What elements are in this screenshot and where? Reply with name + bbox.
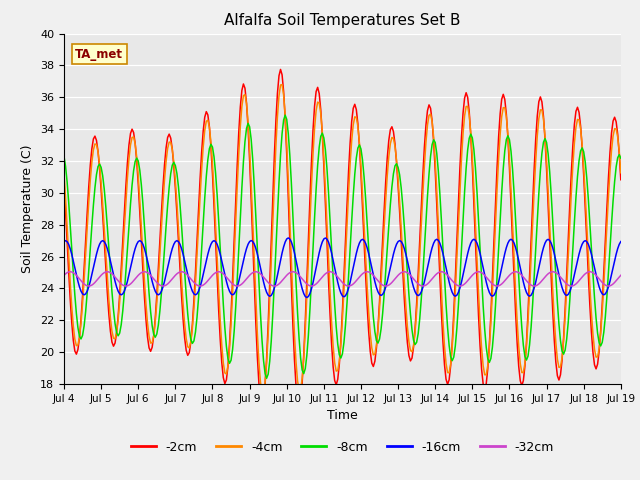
-32cm bbox=[60, 273, 68, 278]
-2cm bbox=[399, 267, 406, 273]
Y-axis label: Soil Temperature (C): Soil Temperature (C) bbox=[22, 144, 35, 273]
-32cm bbox=[617, 273, 625, 278]
Title: Alfalfa Soil Temperatures Set B: Alfalfa Soil Temperatures Set B bbox=[224, 13, 461, 28]
-16cm bbox=[552, 258, 559, 264]
Line: -16cm: -16cm bbox=[64, 238, 621, 298]
-4cm bbox=[278, 82, 286, 87]
-8cm bbox=[76, 334, 83, 339]
-4cm bbox=[617, 170, 625, 176]
-2cm bbox=[412, 325, 419, 331]
-16cm bbox=[412, 289, 419, 295]
-32cm bbox=[552, 270, 559, 276]
-8cm bbox=[380, 291, 388, 297]
-16cm bbox=[60, 239, 68, 244]
X-axis label: Time: Time bbox=[327, 409, 358, 422]
Legend: -2cm, -4cm, -8cm, -16cm, -32cm: -2cm, -4cm, -8cm, -16cm, -32cm bbox=[125, 436, 559, 459]
Line: -32cm: -32cm bbox=[64, 272, 621, 286]
-4cm bbox=[260, 390, 268, 396]
-2cm bbox=[276, 67, 284, 72]
Line: -4cm: -4cm bbox=[64, 84, 621, 393]
-16cm bbox=[303, 295, 310, 300]
-2cm bbox=[552, 360, 559, 365]
Line: -8cm: -8cm bbox=[64, 115, 621, 378]
-2cm bbox=[60, 178, 68, 184]
Line: -2cm: -2cm bbox=[64, 70, 621, 406]
-8cm bbox=[164, 202, 172, 208]
-2cm bbox=[380, 207, 388, 213]
-2cm bbox=[164, 134, 172, 140]
-8cm bbox=[552, 274, 559, 279]
-2cm bbox=[617, 177, 625, 182]
-32cm bbox=[399, 269, 406, 275]
-16cm bbox=[76, 284, 83, 290]
-2cm bbox=[258, 403, 266, 409]
-32cm bbox=[167, 278, 175, 284]
-8cm bbox=[617, 155, 625, 161]
-32cm bbox=[67, 269, 74, 275]
-8cm bbox=[60, 154, 68, 159]
-8cm bbox=[263, 375, 271, 381]
-4cm bbox=[60, 170, 68, 176]
-16cm bbox=[164, 265, 172, 271]
-16cm bbox=[617, 239, 625, 244]
-16cm bbox=[380, 289, 388, 295]
-32cm bbox=[380, 283, 388, 288]
-8cm bbox=[282, 112, 289, 118]
-32cm bbox=[77, 278, 85, 284]
-16cm bbox=[399, 241, 406, 247]
-4cm bbox=[399, 252, 406, 257]
-16cm bbox=[284, 235, 292, 241]
-32cm bbox=[412, 278, 419, 284]
-4cm bbox=[412, 329, 419, 335]
-8cm bbox=[412, 342, 419, 348]
-8cm bbox=[399, 202, 406, 208]
-32cm bbox=[85, 283, 93, 289]
-4cm bbox=[552, 340, 559, 346]
-4cm bbox=[76, 335, 83, 340]
-2cm bbox=[76, 335, 83, 340]
-4cm bbox=[380, 224, 388, 229]
Text: TA_met: TA_met bbox=[75, 48, 123, 60]
-4cm bbox=[164, 145, 172, 151]
